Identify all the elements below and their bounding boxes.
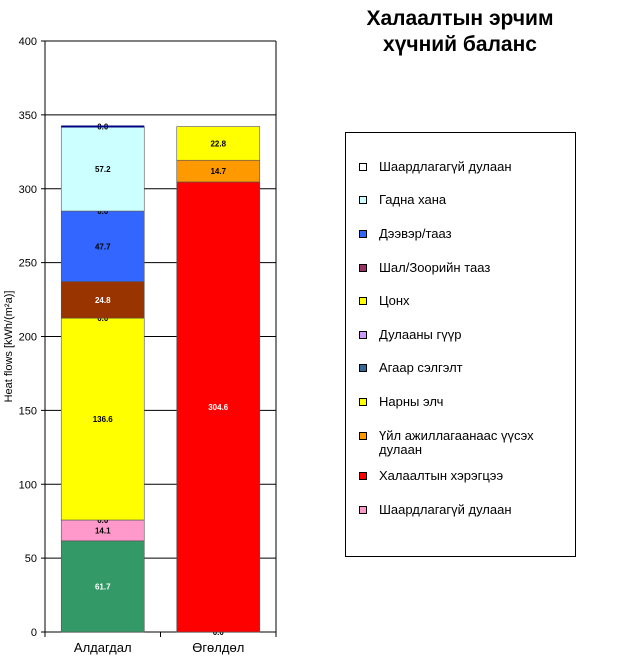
legend-item: Халаалтын хэрэгцээ bbox=[359, 468, 559, 483]
legend-label: Шаардлагагүй дулаан bbox=[379, 159, 512, 174]
legend-swatch bbox=[359, 230, 367, 238]
legend-item: Нарны элч bbox=[359, 394, 559, 409]
legend-label: Агаар сэлгэлт bbox=[379, 360, 463, 375]
bar-segment bbox=[60, 281, 145, 319]
legend-item: Агаар сэлгэлт bbox=[359, 360, 559, 375]
y-tick-label: 250 bbox=[19, 258, 37, 270]
legend-swatch bbox=[359, 506, 367, 514]
data-label: 0.0 bbox=[97, 314, 109, 323]
y-tick-label: 400 bbox=[19, 36, 37, 48]
legend-item: Шаардлагагүй дулаан bbox=[359, 502, 559, 517]
bar-segment bbox=[60, 210, 145, 282]
chart-title-line-1: Халаалтын эрчим bbox=[366, 7, 554, 30]
data-label: 61.7 bbox=[95, 582, 111, 591]
legend-label: Дээвэр/тааз bbox=[379, 226, 452, 241]
legend-item: Цонх bbox=[359, 293, 559, 308]
legend-label: Гадна хана bbox=[379, 192, 447, 207]
y-tick-label: 150 bbox=[19, 405, 37, 417]
legend-label: Цонх bbox=[379, 293, 410, 308]
data-label: 57.2 bbox=[95, 165, 111, 174]
y-tick-label: 350 bbox=[19, 110, 37, 122]
legend-label: Халаалтын хэрэгцээ bbox=[379, 468, 504, 483]
legend-swatch bbox=[359, 398, 367, 406]
y-tick-label: 100 bbox=[19, 479, 37, 491]
bar-segment bbox=[60, 317, 145, 521]
data-label: 0.0 bbox=[97, 516, 109, 525]
data-label: 14.1 bbox=[95, 526, 111, 535]
data-label: 47.7 bbox=[95, 242, 111, 251]
x-category-label: Өгөлдөл bbox=[192, 640, 244, 655]
legend-item: Үйл ажиллагаанаас үүсэх дулаан bbox=[359, 428, 559, 457]
legend-swatch bbox=[359, 196, 367, 204]
data-label: 0.0 bbox=[97, 207, 109, 216]
chart-title-line-2: хүчний баланс bbox=[383, 33, 537, 56]
legend-swatch bbox=[359, 432, 367, 440]
y-tick-label: 50 bbox=[25, 553, 37, 565]
legend-swatch bbox=[359, 297, 367, 305]
y-tick-label: 0 bbox=[31, 627, 37, 639]
legend-item: Шаардлагагүй дулаан bbox=[359, 159, 559, 174]
bar-segment bbox=[60, 540, 145, 633]
bar-segment bbox=[60, 126, 145, 212]
legend-label: Шаардлагагүй дулаан bbox=[379, 502, 512, 517]
y-tick-label: 200 bbox=[19, 332, 37, 344]
legend-swatch bbox=[359, 472, 367, 480]
data-label: 136.6 bbox=[93, 415, 114, 424]
legend-swatch bbox=[359, 331, 367, 339]
legend-item: Дээвэр/тааз bbox=[359, 226, 559, 241]
legend-label: Нарны элч bbox=[379, 394, 444, 409]
data-label: 0.0 bbox=[213, 628, 225, 637]
data-label: 22.8 bbox=[210, 139, 226, 148]
legend-label: Дулааны гүүр bbox=[379, 327, 462, 342]
x-category-label: Алдагдал bbox=[74, 640, 132, 655]
legend-item: Дулааны гүүр bbox=[359, 327, 559, 342]
bar-segment bbox=[176, 181, 261, 633]
legend-label: Үйл ажиллагаанаас үүсэх дулаан bbox=[379, 428, 534, 457]
chart-title: Халаалтын эрчим хүчний баланс bbox=[330, 6, 590, 58]
legend-label: Шал/Зоорийн тааз bbox=[379, 260, 491, 275]
data-label: 304.6 bbox=[208, 403, 229, 412]
legend-item: Гадна хана bbox=[359, 192, 559, 207]
y-tick-label: 300 bbox=[19, 184, 37, 196]
legend: Шаардлагагүй дулаан Гадна хана Дээвэр/тааз… bbox=[345, 132, 576, 557]
data-label: 14.7 bbox=[210, 167, 226, 176]
legend-item: Шал/Зоорийн тааз bbox=[359, 260, 559, 275]
legend-swatch bbox=[359, 364, 367, 372]
legend-swatch bbox=[359, 163, 367, 171]
y-axis-label: Heat flows [kWh/(m²a)] bbox=[3, 291, 15, 403]
data-label: 24.8 bbox=[95, 296, 111, 305]
bar-segment bbox=[176, 126, 261, 161]
legend-swatch bbox=[359, 264, 367, 272]
